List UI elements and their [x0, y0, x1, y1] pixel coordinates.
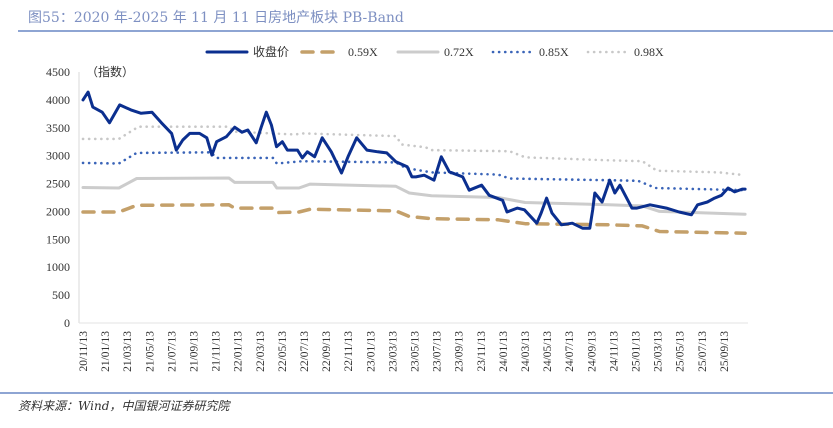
legend-label: 0.98X	[634, 45, 664, 59]
x-tick-label: 22/11/13	[343, 331, 355, 372]
x-tick-label: 24/07/13	[564, 331, 576, 372]
x-tick-label: 25/09/13	[719, 331, 731, 372]
x-tick-label: 23/05/13	[410, 331, 422, 372]
x-tick-label: 20/11/13	[78, 331, 90, 372]
x-tick-label: 21/01/13	[100, 331, 112, 372]
title-divider	[18, 30, 833, 32]
x-tick-label: 22/05/13	[277, 331, 289, 372]
x-tick-label: 22/07/13	[299, 331, 311, 372]
y-tick-label: 500	[52, 288, 70, 302]
x-tick-label: 25/07/13	[697, 331, 709, 372]
y-tick-label: 1000	[46, 260, 70, 274]
y-tick-label: 3000	[46, 149, 70, 163]
legend-label: 0.59X	[348, 45, 378, 59]
x-tick-label: 24/05/13	[542, 331, 554, 372]
series-line-0.85X	[81, 151, 747, 192]
legend: 收盘价 0.59X 0.72X 0.85X 0.98X	[205, 44, 664, 59]
y-axis-label: （指数）	[86, 64, 134, 79]
series-lines	[81, 90, 747, 235]
x-tick-label: 24/03/13	[520, 331, 532, 372]
y-tick-label: 1500	[46, 232, 70, 246]
x-tick-label: 22/03/13	[255, 331, 267, 372]
x-tick-label: 23/11/13	[476, 331, 488, 372]
x-tick-label: 24/01/13	[498, 331, 510, 372]
legend-label: 0.72X	[444, 45, 474, 59]
x-tick-label: 21/07/13	[166, 331, 178, 372]
x-tick-label: 25/03/13	[653, 331, 665, 372]
x-tick-label: 23/03/13	[387, 331, 399, 372]
x-tick-label: 24/09/13	[586, 331, 598, 372]
axes: 0 500 1000 1500 2000 2500 3000 3500 4000 4500 20/1…	[46, 65, 748, 372]
legend-label: 0.85X	[539, 45, 569, 59]
y-tick-label: 4500	[46, 65, 70, 79]
x-tick-label: 21/05/13	[144, 331, 156, 372]
series-line-0.98X	[81, 125, 747, 177]
legend-label: 收盘价	[253, 44, 289, 59]
y-tick-label: 4000	[46, 93, 70, 107]
series-line-0.59X	[81, 203, 747, 235]
x-tick-label: 21/03/13	[122, 331, 134, 372]
x-tick-label: 22/01/13	[233, 331, 245, 372]
x-tick-label: 24/11/13	[608, 331, 620, 372]
y-tick-label: 2500	[46, 177, 70, 191]
figure-title: 图55：2020 年-2025 年 11 月 11 日房地产板块 PB-Band	[28, 10, 404, 26]
pb-band-chart: （指数） 0 500 1000 1500 2000 2500 3000 3500 4000 450…	[46, 44, 748, 372]
x-tick-label: 23/01/13	[365, 331, 377, 372]
series-line-0.72X	[81, 176, 747, 216]
x-tick-label: 21/09/13	[189, 331, 201, 372]
x-tick-label: 21/11/13	[211, 331, 223, 372]
series-line-收盘价	[81, 90, 747, 230]
y-tick-label: 0	[64, 316, 70, 330]
x-tick-label: 25/01/13	[631, 331, 643, 372]
x-tick-label: 23/07/13	[432, 331, 444, 372]
x-tick-label: 23/09/13	[454, 331, 466, 372]
x-tick-label: 22/09/13	[321, 331, 333, 372]
source-note: 资料来源：Wind，中国银河证券研究院	[18, 399, 230, 413]
x-tick-label: 25/05/13	[675, 331, 687, 372]
y-tick-label: 2000	[46, 204, 70, 218]
source-divider	[0, 392, 833, 394]
y-tick-label: 3500	[46, 121, 70, 135]
